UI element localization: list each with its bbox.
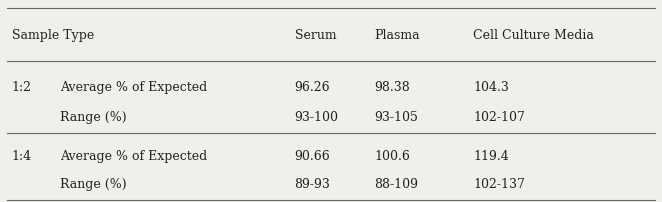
Text: 100.6: 100.6 [374, 150, 410, 163]
Text: 88-109: 88-109 [374, 178, 418, 191]
Text: 98.38: 98.38 [374, 81, 410, 94]
Text: Range (%): Range (%) [60, 111, 126, 124]
Text: 1:4: 1:4 [12, 150, 32, 163]
Text: Average % of Expected: Average % of Expected [60, 81, 207, 94]
Text: 89-93: 89-93 [295, 178, 330, 191]
Text: 104.3: 104.3 [473, 81, 509, 94]
Text: Cell Culture Media: Cell Culture Media [473, 29, 594, 42]
Text: 1:2: 1:2 [12, 81, 32, 94]
Text: Average % of Expected: Average % of Expected [60, 150, 207, 163]
Text: 119.4: 119.4 [473, 150, 509, 163]
Text: Sample Type: Sample Type [12, 29, 94, 42]
Text: Plasma: Plasma [374, 29, 420, 42]
Text: Range (%): Range (%) [60, 178, 126, 191]
Text: Serum: Serum [295, 29, 336, 42]
Text: 102-137: 102-137 [473, 178, 525, 191]
Text: 102-107: 102-107 [473, 111, 525, 124]
Text: 93-105: 93-105 [374, 111, 418, 124]
Text: 93-100: 93-100 [295, 111, 338, 124]
Text: 90.66: 90.66 [295, 150, 330, 163]
Text: 96.26: 96.26 [295, 81, 330, 94]
